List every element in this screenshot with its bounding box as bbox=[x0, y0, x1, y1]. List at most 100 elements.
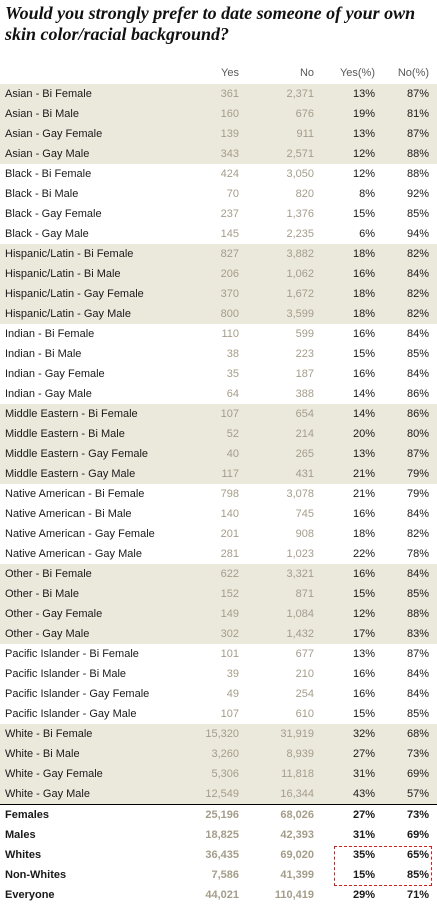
percent-cell: 16% bbox=[352, 688, 375, 700]
count-cell: 18,825 bbox=[205, 829, 239, 841]
row-label: Females bbox=[5, 809, 50, 821]
percent-cell: 85% bbox=[406, 588, 429, 600]
count-cell: 41,399 bbox=[280, 869, 314, 881]
percent-cell: 43% bbox=[352, 788, 375, 800]
row-label: Native American - Bi Female bbox=[5, 488, 145, 500]
percent-cell: 85% bbox=[406, 348, 429, 360]
percent-cell: 79% bbox=[406, 468, 429, 480]
table-row: Other - Bi Male 152 871 15% 85% bbox=[0, 584, 437, 604]
table-row: White - Gay Male 12,549 16,344 43% 57% bbox=[0, 784, 437, 804]
table-row: Other - Gay Female 149 1,084 12% 88% bbox=[0, 604, 437, 624]
count-cell: 1,672 bbox=[286, 288, 314, 300]
row-label: White - Gay Female bbox=[5, 768, 103, 780]
percent-cell: 84% bbox=[406, 568, 429, 580]
count-cell: 36,435 bbox=[205, 849, 239, 861]
count-cell: 8,939 bbox=[286, 748, 314, 760]
count-cell: 3,260 bbox=[211, 748, 239, 760]
percent-cell: 16% bbox=[352, 368, 375, 380]
percent-cell: 92% bbox=[406, 188, 429, 200]
table-row: Black - Gay Female 237 1,376 15% 85% bbox=[0, 204, 437, 224]
percent-cell: 18% bbox=[352, 528, 375, 540]
percent-cell: 16% bbox=[352, 508, 375, 520]
table-row: Asian - Gay Male 343 2,571 12% 88% bbox=[0, 144, 437, 164]
row-label: Males bbox=[5, 829, 36, 841]
count-cell: 2,571 bbox=[286, 148, 314, 160]
count-cell: 1,084 bbox=[286, 608, 314, 620]
row-label: Black - Gay Male bbox=[5, 228, 89, 240]
row-label: Middle Eastern - Bi Female bbox=[5, 408, 138, 420]
percent-cell: 16% bbox=[352, 668, 375, 680]
count-cell: 254 bbox=[295, 688, 314, 700]
table-row: Native American - Gay Female 201 908 18% 82% bbox=[0, 524, 437, 544]
percent-cell: 81% bbox=[406, 108, 429, 120]
column-header: Yes bbox=[221, 67, 239, 79]
count-cell: 7,586 bbox=[211, 869, 239, 881]
table-row: Females 25,196 68,026 27% 73% bbox=[0, 805, 437, 825]
row-label: Black - Bi Male bbox=[5, 188, 79, 200]
percent-cell: 87% bbox=[406, 648, 429, 660]
percent-cell: 85% bbox=[406, 869, 429, 881]
count-cell: 265 bbox=[295, 448, 314, 460]
count-cell: 1,376 bbox=[286, 208, 314, 220]
count-cell: 49 bbox=[226, 688, 239, 700]
table-row: Pacific Islander - Gay Male 107 610 15% 85% bbox=[0, 704, 437, 724]
row-label: Indian - Gay Female bbox=[5, 368, 105, 380]
count-cell: 110 bbox=[221, 328, 239, 340]
table-row: Pacific Islander - Bi Male 39 210 16% 84% bbox=[0, 664, 437, 684]
percent-cell: 73% bbox=[406, 809, 429, 821]
table-row: White - Bi Female 15,320 31,919 32% 68% bbox=[0, 724, 437, 744]
percent-cell: 16% bbox=[352, 268, 375, 280]
percent-cell: 15% bbox=[352, 348, 375, 360]
table-row: Non-Whites 7,586 41,399 15% 85% bbox=[0, 865, 437, 885]
count-cell: 101 bbox=[220, 648, 239, 660]
count-cell: 11,818 bbox=[281, 768, 314, 780]
count-cell: 70 bbox=[226, 188, 239, 200]
percent-cell: 35% bbox=[352, 849, 375, 861]
column-header: Yes(%) bbox=[339, 67, 375, 79]
count-cell: 68,026 bbox=[280, 809, 314, 821]
percent-cell: 69% bbox=[406, 829, 429, 841]
percent-cell: 94% bbox=[406, 228, 429, 240]
highlight-box bbox=[334, 846, 432, 886]
table-row: Asian - Bi Male 160 676 19% 81% bbox=[0, 104, 437, 124]
count-cell: 2,235 bbox=[286, 228, 314, 240]
table-row: Middle Eastern - Bi Male 52 214 20% 80% bbox=[0, 424, 437, 444]
table-row: Hispanic/Latin - Bi Female 827 3,882 18% 82% bbox=[0, 244, 437, 264]
percent-cell: 88% bbox=[406, 168, 429, 180]
table-row: Pacific Islander - Bi Female 101 677 13% 87% bbox=[0, 644, 437, 664]
count-cell: 140 bbox=[220, 508, 239, 520]
count-cell: 64 bbox=[226, 388, 239, 400]
count-cell: 1,023 bbox=[286, 548, 314, 560]
count-cell: 599 bbox=[295, 328, 314, 340]
count-cell: 152 bbox=[220, 588, 239, 600]
percent-cell: 22% bbox=[352, 548, 375, 560]
count-cell: 187 bbox=[295, 368, 314, 380]
count-cell: 3,599 bbox=[286, 308, 314, 320]
count-cell: 107 bbox=[220, 408, 239, 420]
percent-cell: 84% bbox=[406, 328, 429, 340]
column-header: No(%) bbox=[397, 67, 429, 79]
count-cell: 31,919 bbox=[280, 728, 314, 740]
row-label: Middle Eastern - Gay Male bbox=[5, 468, 136, 480]
count-cell: 39 bbox=[226, 668, 239, 680]
table-row: Middle Eastern - Gay Male 117 431 21% 79% bbox=[0, 464, 437, 484]
percent-cell: 13% bbox=[352, 88, 375, 100]
percent-cell: 18% bbox=[352, 308, 375, 320]
count-cell: 3,078 bbox=[286, 488, 314, 500]
table-row: Indian - Gay Female 35 187 16% 84% bbox=[0, 364, 437, 384]
count-cell: 871 bbox=[295, 588, 314, 600]
row-label: Black - Bi Female bbox=[5, 168, 92, 180]
row-label: Other - Gay Male bbox=[5, 628, 90, 640]
count-cell: 42,393 bbox=[280, 829, 314, 841]
percent-cell: 79% bbox=[406, 488, 429, 500]
percent-cell: 69% bbox=[406, 768, 429, 780]
percent-cell: 86% bbox=[406, 388, 429, 400]
column-header: No bbox=[299, 67, 314, 79]
percent-cell: 80% bbox=[406, 428, 429, 440]
table-row: Hispanic/Latin - Gay Male 800 3,599 18% 82% bbox=[0, 304, 437, 324]
percent-cell: 82% bbox=[406, 308, 429, 320]
percent-cell: 19% bbox=[352, 108, 375, 120]
percent-cell: 13% bbox=[352, 128, 375, 140]
percent-cell: 8% bbox=[359, 188, 375, 200]
count-cell: 237 bbox=[220, 208, 239, 220]
